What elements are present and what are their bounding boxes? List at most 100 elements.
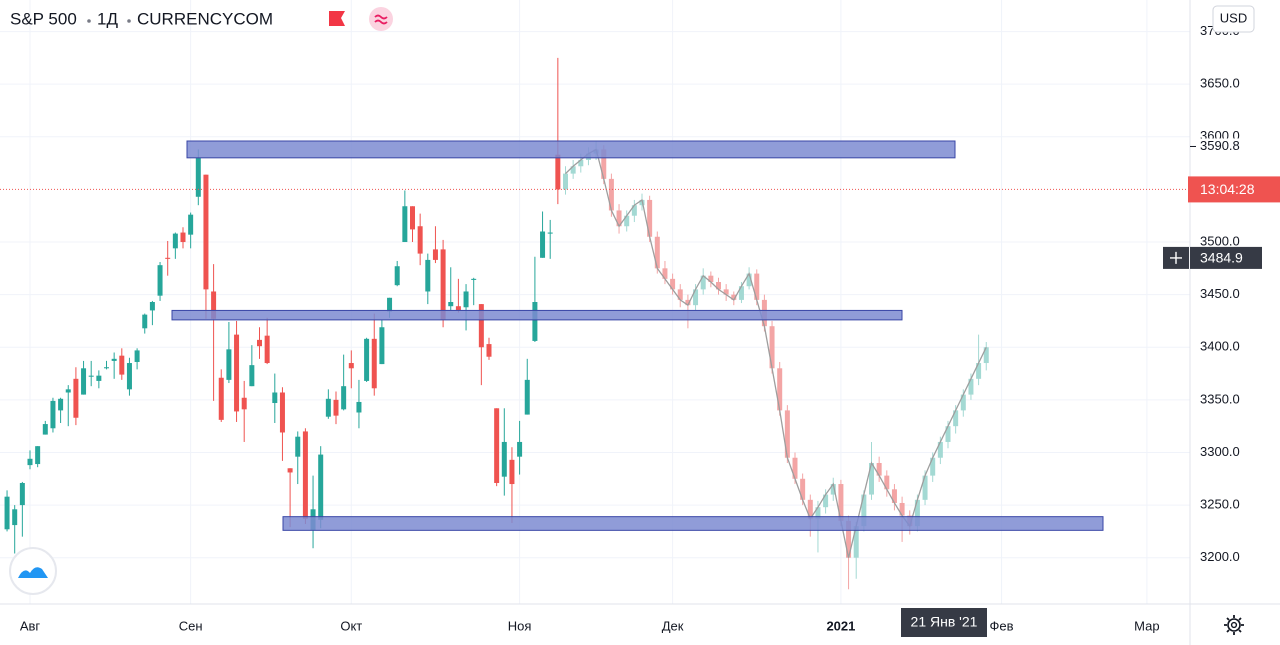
candle-body: [241, 397, 247, 410]
candle-body: [19, 482, 25, 506]
candle-body: [356, 401, 362, 413]
candle-body: [295, 436, 301, 457]
separator-dot: [87, 19, 91, 23]
candle-body: [983, 347, 989, 364]
candle-body: [440, 249, 446, 320]
candle-body: [195, 157, 201, 197]
symbol: S&P 500: [10, 9, 77, 28]
candle-body: [976, 363, 982, 379]
exchange: CURRENCYCOM: [137, 9, 273, 28]
candle-body: [234, 334, 240, 412]
settings-button[interactable]: [1224, 615, 1244, 635]
y-tick-label: 3300.0: [1200, 444, 1240, 459]
candle-body: [876, 462, 882, 476]
candle-body: [968, 378, 974, 395]
candle-body: [42, 424, 48, 435]
candle-body: [563, 173, 568, 190]
approx-glyph: [374, 14, 388, 25]
y-tick-label: 3500.0: [1200, 233, 1240, 248]
candle-body: [494, 408, 500, 483]
candle-body: [708, 275, 714, 283]
candle-body: [524, 379, 530, 415]
y-tick-label: 3650.0: [1200, 76, 1240, 91]
x-tick-label: Дек: [662, 618, 684, 633]
currency-button-box[interactable]: [1212, 5, 1255, 33]
candle-body: [884, 475, 890, 490]
candle-body: [846, 520, 852, 558]
candle-body: [693, 289, 699, 306]
currency-button[interactable]: USD: [1212, 5, 1255, 33]
projection-line: [565, 148, 987, 558]
candle-body: [119, 355, 125, 375]
logo-mark: [18, 567, 48, 578]
candle-body: [149, 302, 155, 311]
candle-body: [4, 496, 10, 530]
candle-body: [769, 326, 775, 369]
candle-body: [616, 210, 622, 227]
candle-body: [899, 502, 905, 516]
currency-label[interactable]: USD: [1220, 10, 1247, 25]
candle-body: [157, 265, 163, 296]
candle-body: [716, 282, 721, 290]
candle-body: [58, 398, 64, 411]
candle-body: [333, 399, 339, 416]
candle-body: [486, 344, 492, 357]
separator-dot: [127, 19, 131, 23]
candle-body: [654, 236, 660, 269]
overlay: 3200.0 3250.0 3300.0 3350.0 3400.0 3450.0 3500…: [20, 23, 1280, 637]
marker-price-label: 3590.8: [1200, 138, 1240, 153]
candle-body: [631, 205, 637, 216]
candle-body: [800, 478, 806, 500]
candle-body: [823, 494, 829, 508]
candle-body: [218, 377, 224, 420]
candle-body: [410, 206, 415, 230]
candle-body: [830, 484, 836, 495]
candle-body: [677, 289, 683, 300]
candle-body: [540, 231, 546, 258]
candle-body: [891, 489, 897, 503]
candle-body: [784, 410, 790, 458]
candle-body: [930, 457, 936, 476]
candle-body: [65, 389, 71, 393]
candle-body: [279, 392, 285, 433]
candle-body: [348, 363, 354, 369]
candle-body: [945, 426, 951, 442]
candle-body: [647, 199, 653, 237]
candle-body: [287, 468, 293, 473]
candle-body: [50, 400, 56, 429]
candle-body: [341, 386, 347, 410]
candle-body: [670, 278, 676, 290]
candle-body: [838, 484, 844, 521]
candle-body: [134, 350, 140, 362]
crosshair-date-tag: [901, 608, 987, 637]
plot-area: [0, 0, 1190, 604]
y-tick-label: 3350.0: [1200, 391, 1240, 406]
x-tick-label: Мар: [1134, 618, 1159, 633]
indicator-icon[interactable]: [369, 7, 393, 31]
candle-body: [738, 286, 744, 300]
x-tick-label: Окт: [340, 618, 362, 633]
candle-body: [249, 365, 255, 387]
gear-ring[interactable]: [1227, 618, 1241, 632]
candle-body: [662, 268, 668, 279]
flag-icon[interactable]: [329, 11, 345, 26]
legend-header: S&P 500 1Д CURRENCYCOM: [10, 7, 393, 31]
candle-body: [578, 159, 584, 167]
candle-body: [142, 314, 148, 329]
price-zone: [171, 309, 903, 321]
candle-body: [853, 526, 859, 558]
logo[interactable]: [9, 547, 57, 595]
candle-body: [754, 273, 760, 300]
candle-body: [226, 349, 232, 380]
candle-body: [624, 215, 630, 227]
candle-body: [394, 266, 400, 286]
candle-body: [417, 226, 423, 254]
candle-body: [861, 494, 867, 527]
candle-body: [517, 441, 523, 457]
candle-body: [723, 289, 729, 295]
candle-body: [914, 499, 920, 527]
candle-body: [815, 507, 821, 519]
candle-body: [601, 149, 607, 179]
